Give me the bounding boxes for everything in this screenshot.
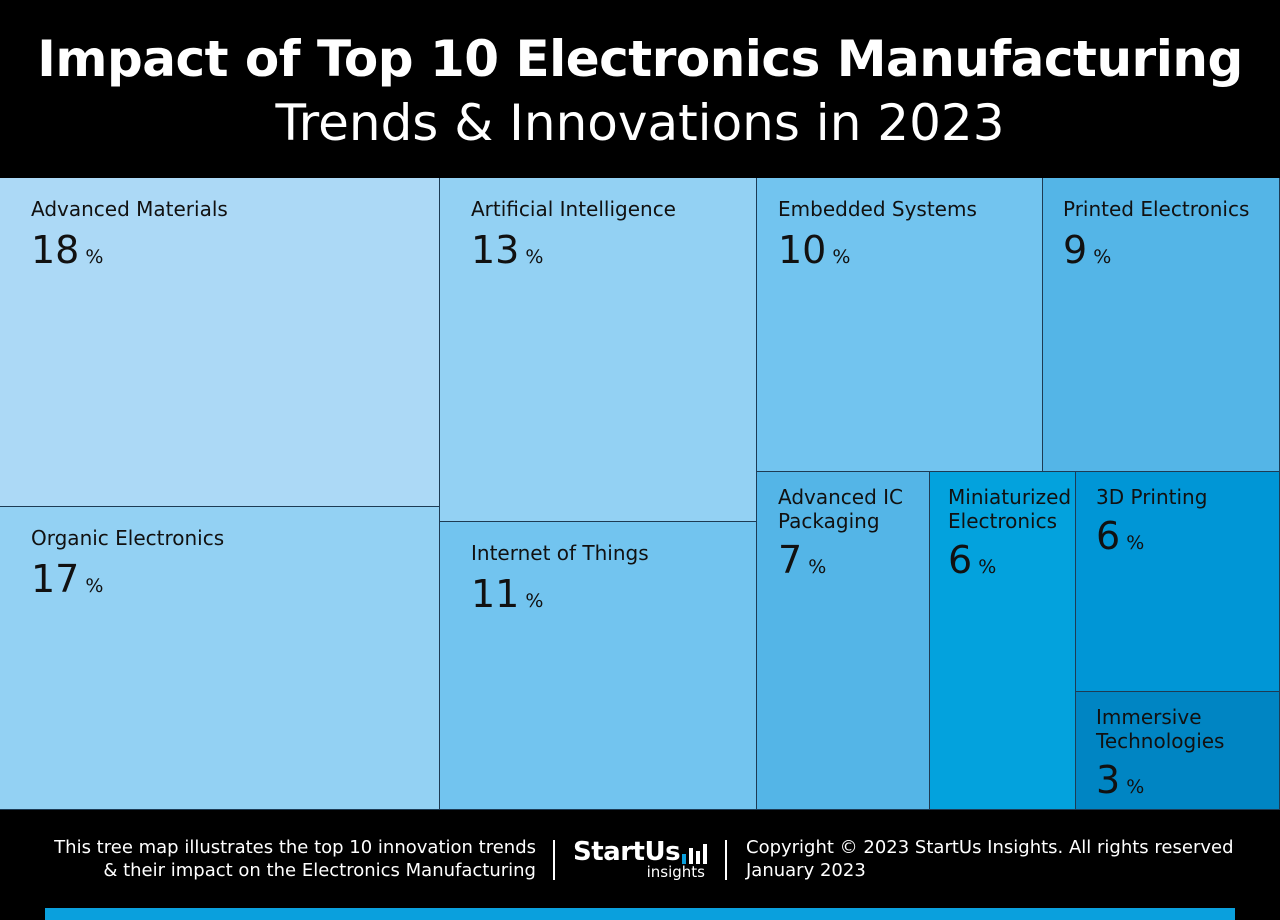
- footer-divider-left: [553, 840, 555, 880]
- treemap-tile-artificial-intelligence: Artificial Intelligence 13%: [440, 178, 757, 522]
- tile-value-unit: %: [1126, 532, 1145, 554]
- tile-value-number: 6: [948, 538, 973, 582]
- tile-value: 18%: [31, 230, 103, 270]
- tile-label: Artificial Intelligence: [471, 197, 676, 221]
- treemap-tile-immersive-technologies: Immersive Technologies 3%: [1076, 692, 1280, 810]
- tile-value-number: 17: [31, 557, 80, 601]
- footer-description-line-2: & their impact on the Electronics Manufa…: [103, 860, 536, 881]
- chart-title: Impact of Top 10 Electronics Manufacturi…: [37, 30, 1243, 88]
- tile-value-unit: %: [808, 556, 827, 578]
- tile-value-unit: %: [1093, 246, 1112, 268]
- tile-value-unit: %: [978, 556, 997, 578]
- tile-value-number: 11: [471, 572, 520, 616]
- tile-value: 6%: [1096, 516, 1144, 556]
- treemap: Advanced Materials 18% Organic Electronics…: [0, 178, 1280, 810]
- date-text: January 2023: [746, 860, 866, 881]
- tile-value: 6%: [948, 540, 996, 580]
- treemap-tile-organic-electronics: Organic Electronics 17%: [0, 507, 440, 810]
- copyright-text: Copyright © 2023 StartUs Insights. All r…: [746, 837, 1234, 858]
- tile-value: 7%: [778, 540, 826, 580]
- tile-value-number: 13: [471, 228, 520, 272]
- treemap-tile-embedded-systems: Embedded Systems 10%: [757, 178, 1043, 472]
- chart-subtitle: Trends & Innovations in 2023: [275, 94, 1005, 152]
- tile-value-unit: %: [85, 246, 104, 268]
- tile-value-number: 3: [1096, 758, 1121, 802]
- tile-value: 10%: [778, 230, 850, 270]
- tile-value-unit: %: [525, 590, 544, 612]
- tile-label: 3D Printing: [1096, 485, 1208, 509]
- treemap-tile-internet-of-things: Internet of Things 11%: [440, 522, 757, 810]
- tile-value: 13%: [471, 230, 543, 270]
- tile-value: 9%: [1063, 230, 1111, 270]
- footer-description: This tree map illustrates the top 10 inn…: [16, 836, 536, 882]
- tile-label: Embedded Systems: [778, 197, 977, 221]
- logo-wordmark: StartUs: [573, 837, 681, 867]
- footer-description-line-1: This tree map illustrates the top 10 inn…: [54, 837, 536, 858]
- tile-label: Advanced Materials: [31, 197, 228, 221]
- footer-copyright-block: Copyright © 2023 StartUs Insights. All r…: [746, 836, 1266, 882]
- tile-label: Immersive Technologies: [1096, 705, 1225, 753]
- tile-value: 3%: [1096, 760, 1144, 800]
- tile-value-number: 18: [31, 228, 80, 272]
- startus-insights-logo: StartUs insights: [573, 836, 709, 886]
- tile-label: Internet of Things: [471, 541, 649, 565]
- treemap-tile-miniaturized-electronics: Miniaturized Electronics 6%: [930, 472, 1076, 810]
- tile-value-unit: %: [832, 246, 851, 268]
- tile-label: Organic Electronics: [31, 526, 225, 550]
- header: Impact of Top 10 Electronics Manufacturi…: [0, 0, 1280, 178]
- tile-value-unit: %: [85, 575, 104, 597]
- tile-value: 17%: [31, 559, 103, 599]
- footer-divider-right: [725, 840, 727, 880]
- tile-value-unit: %: [525, 246, 544, 268]
- tile-value-unit: %: [1126, 776, 1145, 798]
- treemap-tile-advanced-ic-packaging: Advanced IC Packaging 7%: [757, 472, 930, 810]
- tile-value-number: 9: [1063, 228, 1088, 272]
- tile-label: Printed Electronics: [1063, 197, 1250, 221]
- bar-chart-icon: [682, 844, 707, 864]
- tile-value-number: 7: [778, 538, 803, 582]
- tile-label: Advanced IC Packaging: [778, 485, 904, 533]
- tile-value-number: 6: [1096, 514, 1121, 558]
- bottom-accent-bar: [45, 908, 1235, 920]
- footer: This tree map illustrates the top 10 inn…: [0, 810, 1280, 920]
- tile-value: 11%: [471, 574, 543, 614]
- tile-value-number: 10: [778, 228, 827, 272]
- treemap-tile-printed-electronics: Printed Electronics 9%: [1043, 178, 1280, 472]
- logo-subtext: insights: [646, 863, 705, 881]
- treemap-tile-advanced-materials: Advanced Materials 18%: [0, 178, 440, 507]
- treemap-tile-3d-printing: 3D Printing 6%: [1076, 472, 1280, 692]
- tile-label: Miniaturized Electronics: [948, 485, 1072, 533]
